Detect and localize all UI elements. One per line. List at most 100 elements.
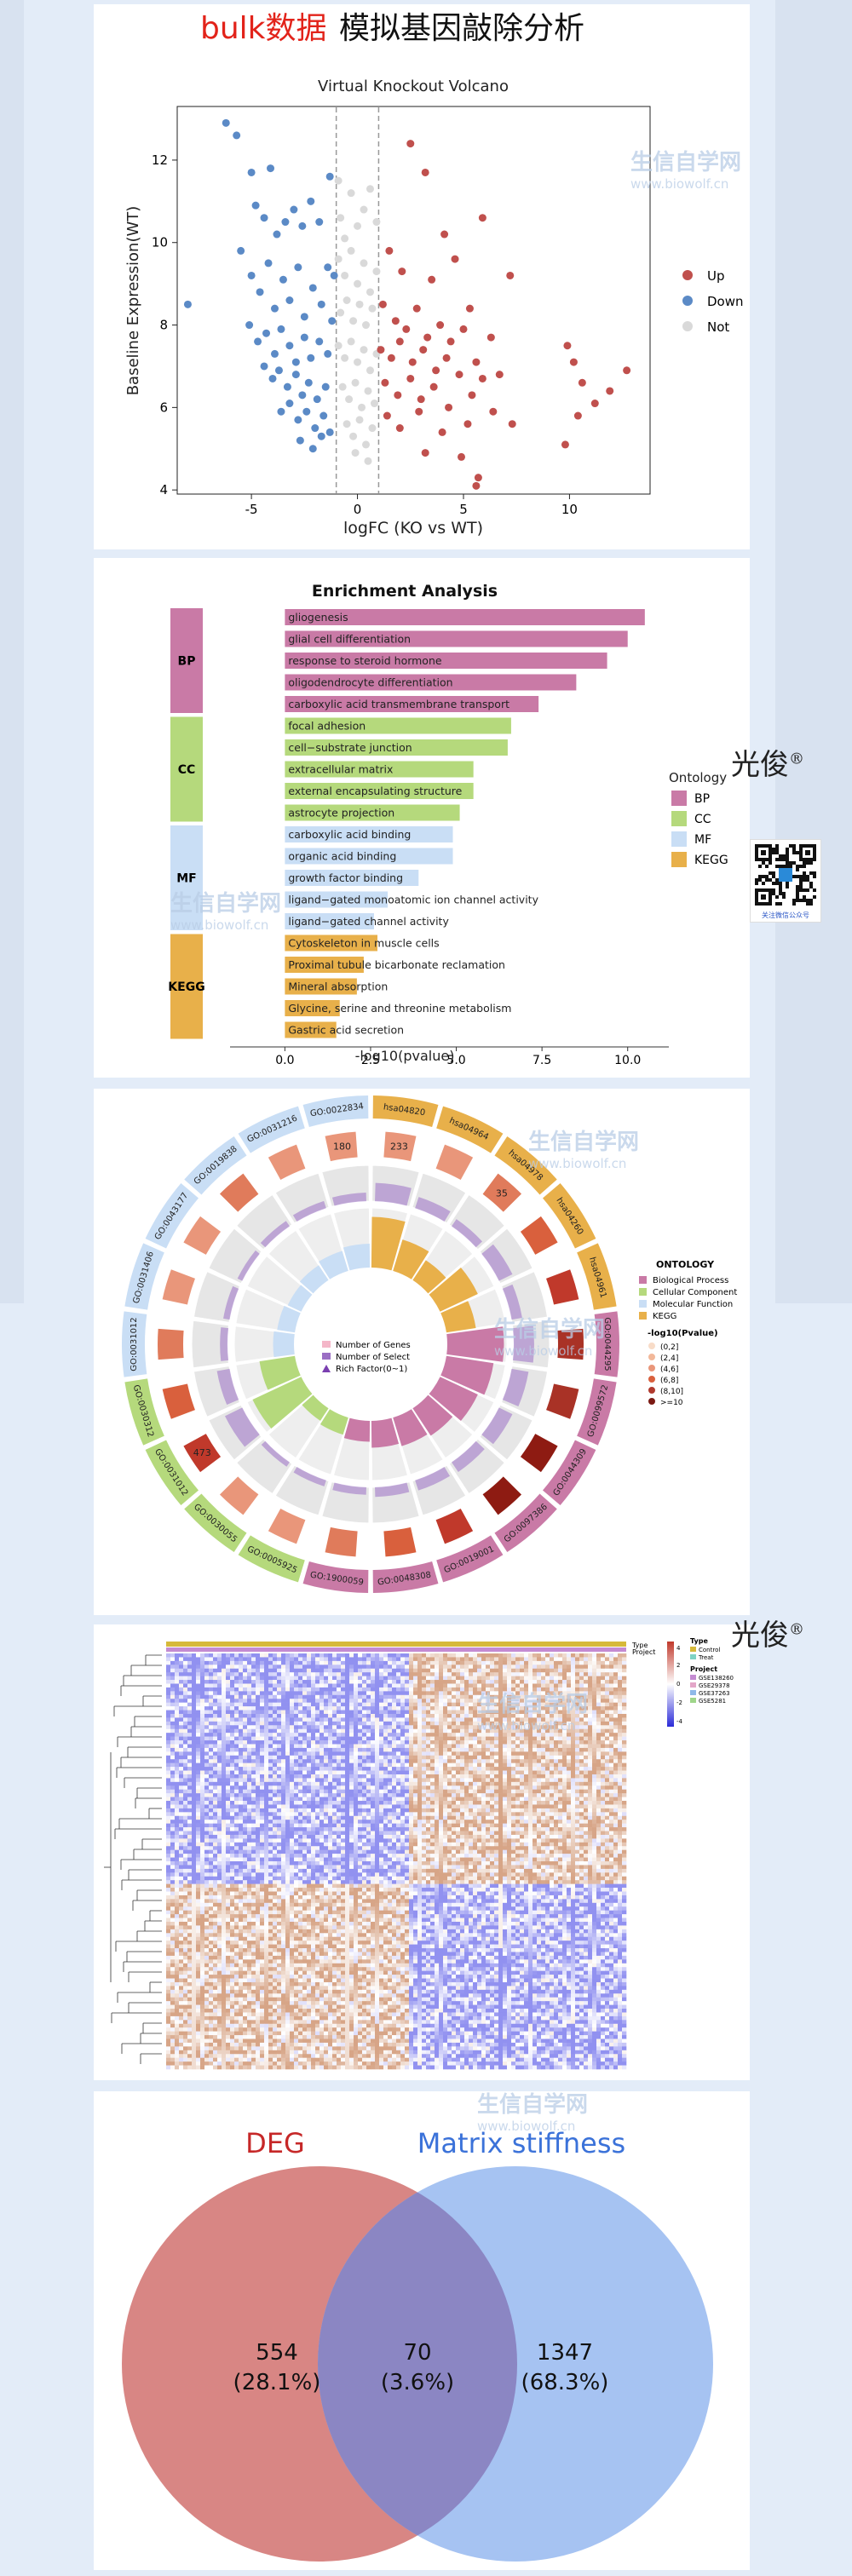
- heatmap-cell: [302, 1668, 308, 1673]
- heatmap-cell: [294, 1717, 299, 1722]
- heatmap-cell: [337, 1665, 342, 1670]
- heatmap-cell: [400, 1801, 406, 1805]
- heatmap-cell: [298, 1725, 303, 1730]
- heatmap-cell: [354, 1660, 359, 1665]
- heatmap-cell: [234, 1747, 239, 1752]
- volcano-point-up: [573, 411, 582, 420]
- heatmap-cell: [375, 1728, 380, 1734]
- heatmap-cell: [507, 1680, 512, 1684]
- heatmap-cell: [601, 1778, 606, 1783]
- heatmap-cell: [226, 1733, 231, 1737]
- heatmap-cell: [281, 1706, 286, 1711]
- heatmap-cell: [613, 1793, 619, 1797]
- heatmap-cell: [264, 1781, 269, 1786]
- circos-rich-bar: [412, 1394, 453, 1436]
- heatmap-cell: [571, 1680, 576, 1684]
- heatmap-cell: [435, 1797, 440, 1802]
- heatmap-cell: [554, 1781, 559, 1786]
- heatmap-cell: [481, 1710, 486, 1715]
- heatmap-cell: [328, 1672, 333, 1676]
- heatmap-cell: [605, 1725, 610, 1730]
- heatmap-cell: [430, 1713, 435, 1718]
- heatmap-cell: [170, 1793, 176, 1797]
- heatmap-cell: [247, 1770, 252, 1775]
- heatmap-cell: [605, 1660, 610, 1665]
- heatmap-cell: [588, 1733, 593, 1737]
- heatmap-cell: [332, 1797, 337, 1802]
- heatmap-cell: [490, 1762, 495, 1768]
- heatmap-cell: [430, 1804, 435, 1809]
- heatmap-cell: [618, 1804, 623, 1809]
- heatmap-cell: [192, 1657, 197, 1662]
- heatmap-cell: [532, 1694, 538, 1699]
- volcano-point-not: [362, 440, 371, 449]
- heatmap-cell: [520, 1691, 525, 1696]
- heatmap-cell: [192, 1725, 197, 1730]
- heatmap-cell: [503, 1691, 508, 1696]
- heatmap-cell: [452, 1770, 457, 1775]
- heatmap-cell: [605, 1699, 610, 1703]
- heatmap-cell: [426, 1687, 431, 1692]
- heatmap-cell: [439, 1657, 444, 1662]
- heatmap-cell: [464, 1713, 469, 1718]
- heatmap-cell: [618, 1683, 623, 1688]
- heatmap-cell: [567, 1668, 572, 1673]
- heatmap-cell: [196, 1653, 201, 1658]
- heatmap-cell: [422, 1804, 427, 1809]
- heatmap-cell: [332, 1804, 337, 1809]
- heatmap-cell: [320, 1710, 325, 1715]
- heatmap-cell: [273, 1767, 278, 1771]
- heatmap-cell: [209, 1687, 214, 1692]
- circos-pvalue-block: [219, 1476, 259, 1515]
- heatmap-cell: [179, 1767, 184, 1771]
- heatmap-cell: [200, 1755, 205, 1760]
- heatmap-cell: [405, 1797, 410, 1802]
- heatmap-cell: [341, 1683, 346, 1688]
- heatmap-cell: [592, 1653, 597, 1658]
- heatmap-cell: [251, 1801, 256, 1805]
- heatmap-cell: [324, 1733, 329, 1737]
- heatmap-cell: [379, 1793, 384, 1797]
- heatmap-cell: [170, 1774, 176, 1779]
- heatmap-cell: [388, 1665, 393, 1670]
- heatmap-cell: [609, 1781, 614, 1786]
- heatmap-cell: [277, 1725, 282, 1730]
- heatmap-cell: [264, 1665, 269, 1670]
- heatmap-cell: [230, 1770, 235, 1775]
- heatmap-cell: [460, 1804, 465, 1809]
- heatmap-cell: [337, 1706, 342, 1711]
- heatmap-cell: [477, 1759, 482, 1763]
- heatmap-cell: [307, 1694, 312, 1699]
- heatmap-cell: [426, 1774, 431, 1779]
- heatmap-cell: [366, 1706, 371, 1711]
- heatmap-cell: [588, 1744, 593, 1749]
- heatmap-cell: [226, 1699, 231, 1703]
- heatmap-cell: [362, 1676, 367, 1681]
- heatmap-cell: [545, 1789, 550, 1794]
- heatmap-cell: [545, 1755, 550, 1760]
- heatmap-cell: [464, 1797, 469, 1802]
- heatmap-cell: [354, 1744, 359, 1749]
- heatmap-cell: [562, 1770, 567, 1775]
- volcano-point-up: [438, 428, 446, 436]
- heatmap-cell: [541, 1789, 546, 1794]
- heatmap-cell: [592, 1691, 597, 1696]
- heatmap-cell: [528, 1781, 533, 1786]
- enrichment-bar: [285, 717, 511, 734]
- heatmap-cell: [200, 1767, 205, 1771]
- heatmap-cell: [166, 1725, 171, 1730]
- heatmap-cell: [417, 1767, 423, 1771]
- heatmap-cell: [545, 1728, 550, 1734]
- heatmap-cell: [324, 1747, 329, 1752]
- heatmap-cell: [239, 1793, 244, 1797]
- heatmap-cell: [200, 1706, 205, 1711]
- heatmap-cell: [469, 1683, 474, 1688]
- heatmap-cell: [320, 1767, 325, 1771]
- heatmap-cell: [170, 1665, 176, 1670]
- volcano-point-down: [264, 259, 273, 267]
- heatmap-cell: [311, 1657, 316, 1662]
- heatmap-cell: [230, 1801, 235, 1805]
- heatmap-cell: [613, 1725, 619, 1730]
- heatmap-cell: [358, 1717, 363, 1722]
- heatmap-cell: [469, 1728, 474, 1734]
